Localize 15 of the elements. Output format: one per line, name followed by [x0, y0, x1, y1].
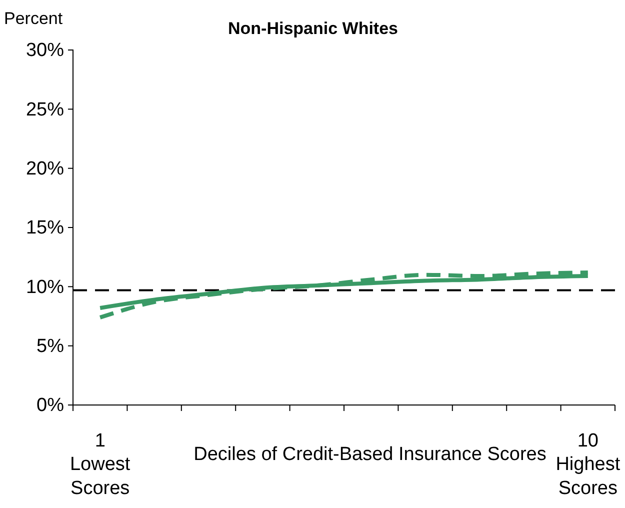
y-tick-label: 10% [26, 276, 64, 298]
text: Lowest Scores [70, 454, 131, 499]
y-tick-label: 15% [26, 218, 64, 239]
y-tick-label: 5% [36, 336, 64, 357]
y-axis-title: Percent [4, 9, 63, 28]
text: Highest Scores [556, 454, 621, 499]
x-axis-title: Deciles of Credit-Based Insurance Scores [194, 444, 546, 465]
chart-title: Non-Hispanic Whites [228, 19, 398, 38]
y-tick-label: 0% [36, 395, 64, 416]
x-tick-label: 1 [94, 430, 106, 452]
x-tick-label: 10 [577, 430, 598, 452]
y-tick-label: 20% [26, 158, 64, 180]
line-series [98, 270, 590, 320]
y-tick-label: 25% [26, 99, 64, 120]
y-tick-label: 30% [26, 40, 64, 62]
